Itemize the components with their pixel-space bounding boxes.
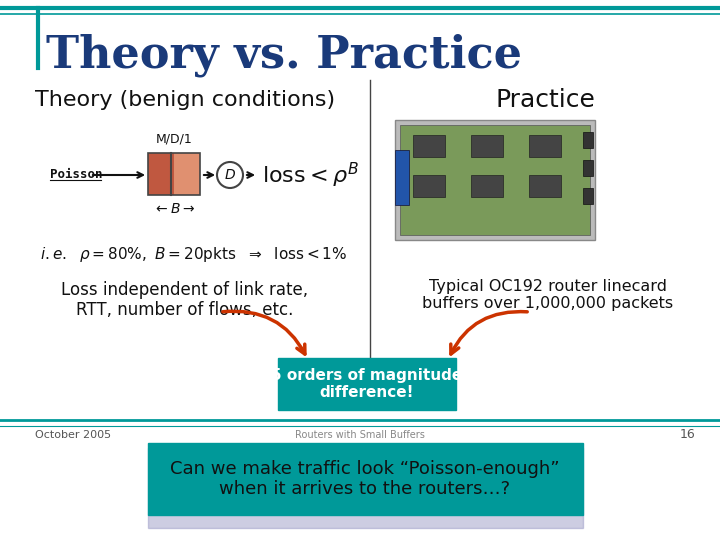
- Bar: [148, 153, 200, 195]
- Text: D: D: [225, 168, 235, 182]
- Bar: [395, 120, 595, 240]
- Text: Routers with Small Buffers: Routers with Small Buffers: [295, 430, 425, 440]
- Bar: [413, 175, 445, 197]
- Bar: [471, 135, 503, 157]
- Text: 16: 16: [679, 429, 695, 442]
- Text: $\leftarrow B \rightarrow$: $\leftarrow B \rightarrow$: [153, 202, 195, 216]
- Bar: [529, 175, 561, 197]
- Bar: [583, 132, 593, 148]
- Text: Theory (benign conditions): Theory (benign conditions): [35, 90, 335, 110]
- Circle shape: [217, 162, 243, 188]
- Text: $\mathrm{loss} < \rho^{B}$: $\mathrm{loss} < \rho^{B}$: [262, 160, 359, 190]
- Text: 5 orders of magnitude
difference!: 5 orders of magnitude difference!: [271, 368, 463, 400]
- Bar: [278, 358, 456, 410]
- Bar: [471, 175, 503, 197]
- Bar: [400, 125, 590, 235]
- Bar: [395, 150, 409, 205]
- Text: Can we make traffic look “Poisson-enough”
when it arrives to the routers…?: Can we make traffic look “Poisson-enough…: [170, 460, 560, 498]
- Bar: [148, 153, 174, 195]
- Text: Practice: Practice: [495, 88, 595, 112]
- FancyArrowPatch shape: [451, 312, 527, 354]
- Text: Poisson: Poisson: [50, 168, 102, 181]
- Text: October 2005: October 2005: [35, 430, 111, 440]
- Text: Loss independent of link rate,
RTT, number of flows, etc.: Loss independent of link rate, RTT, numb…: [61, 281, 309, 319]
- FancyArrowPatch shape: [222, 311, 305, 354]
- Text: Typical OC192 router linecard
buffers over 1,000,000 packets: Typical OC192 router linecard buffers ov…: [423, 279, 674, 311]
- Bar: [413, 135, 445, 157]
- Text: M/D/1: M/D/1: [156, 132, 192, 145]
- Bar: [583, 188, 593, 204]
- Bar: [148, 448, 583, 528]
- Text: $i.e.\ \ \rho = 80\%,\ B = 20\mathrm{pkts}\ \ \Rightarrow\ \ \mathrm{loss} < 1\%: $i.e.\ \ \rho = 80\%,\ B = 20\mathrm{pkt…: [40, 246, 348, 265]
- Bar: [148, 443, 583, 515]
- Bar: [583, 160, 593, 176]
- Bar: [174, 153, 200, 195]
- Bar: [529, 135, 561, 157]
- Text: Theory vs. Practice: Theory vs. Practice: [46, 33, 522, 77]
